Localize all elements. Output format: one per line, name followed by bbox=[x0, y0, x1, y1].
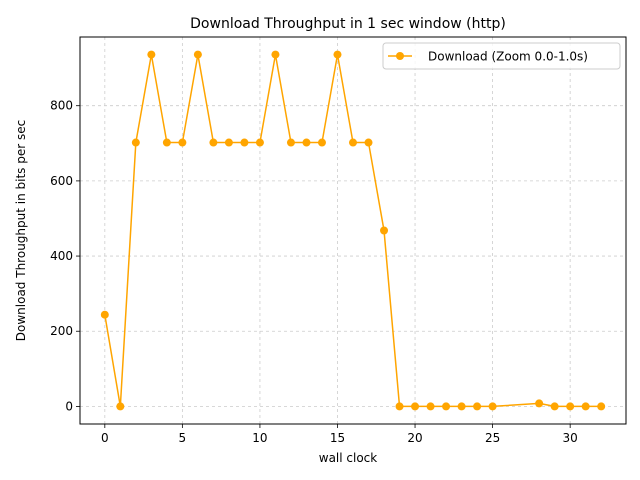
y-tick-label: 0 bbox=[65, 399, 73, 413]
data-point bbox=[364, 138, 373, 147]
data-point bbox=[193, 50, 202, 59]
data-point bbox=[426, 402, 435, 411]
data-point bbox=[566, 402, 575, 411]
y-tick-label: 400 bbox=[50, 249, 73, 263]
x-tick-label: 25 bbox=[485, 431, 500, 445]
data-point bbox=[395, 402, 404, 411]
data-point bbox=[271, 50, 280, 59]
data-point bbox=[380, 226, 389, 235]
y-tick-label: 200 bbox=[50, 324, 73, 338]
y-axis-ticks: 0 200 400 600 800 bbox=[50, 99, 80, 413]
y-axis-label: Download Throughput in bits per sec bbox=[14, 120, 28, 341]
y-tick-label: 800 bbox=[50, 99, 73, 113]
data-point bbox=[302, 138, 311, 147]
x-tick-label: 15 bbox=[330, 431, 345, 445]
data-point bbox=[178, 138, 187, 147]
data-point bbox=[317, 138, 326, 147]
plot-frame bbox=[79, 36, 627, 425]
data-point bbox=[224, 138, 233, 147]
x-tick-label: 30 bbox=[563, 431, 578, 445]
legend-box bbox=[382, 42, 621, 70]
data-point bbox=[442, 402, 451, 411]
legend: Download (Zoom 0.0-1.0s) bbox=[382, 42, 621, 70]
series-layer bbox=[100, 50, 606, 411]
y-tick-label: 600 bbox=[50, 174, 73, 188]
data-point bbox=[597, 402, 606, 411]
data-point bbox=[473, 402, 482, 411]
data-point bbox=[209, 138, 218, 147]
chart-title: Download Throughput in 1 sec window (htt… bbox=[190, 16, 506, 32]
data-point bbox=[162, 138, 171, 147]
data-point bbox=[535, 399, 544, 408]
data-point bbox=[349, 138, 357, 147]
data-point bbox=[116, 402, 125, 411]
data-point bbox=[286, 138, 295, 147]
legend-entry-download: Download (Zoom 0.0-1.0s) bbox=[428, 50, 588, 64]
plot-background bbox=[80, 37, 626, 424]
data-point bbox=[131, 138, 140, 147]
x-tick-label: 20 bbox=[407, 431, 422, 445]
gridlines bbox=[80, 37, 626, 424]
data-point bbox=[411, 402, 420, 411]
x-tick-label: 0 bbox=[101, 431, 109, 445]
data-point bbox=[550, 402, 559, 411]
data-point bbox=[100, 310, 109, 319]
x-tick-label: 10 bbox=[252, 431, 267, 445]
data-point bbox=[457, 402, 466, 411]
data-point bbox=[488, 402, 497, 411]
x-axis-ticks: 0 5 10 15 20 25 30 bbox=[101, 424, 578, 445]
data-point bbox=[240, 138, 249, 147]
x-axis-label: wall clock bbox=[319, 451, 378, 465]
x-tick-label: 5 bbox=[179, 431, 187, 445]
data-point bbox=[147, 50, 156, 59]
legend-marker-swatch bbox=[396, 52, 404, 60]
data-point bbox=[255, 138, 264, 147]
data-point bbox=[581, 402, 590, 411]
data-point bbox=[333, 50, 342, 59]
